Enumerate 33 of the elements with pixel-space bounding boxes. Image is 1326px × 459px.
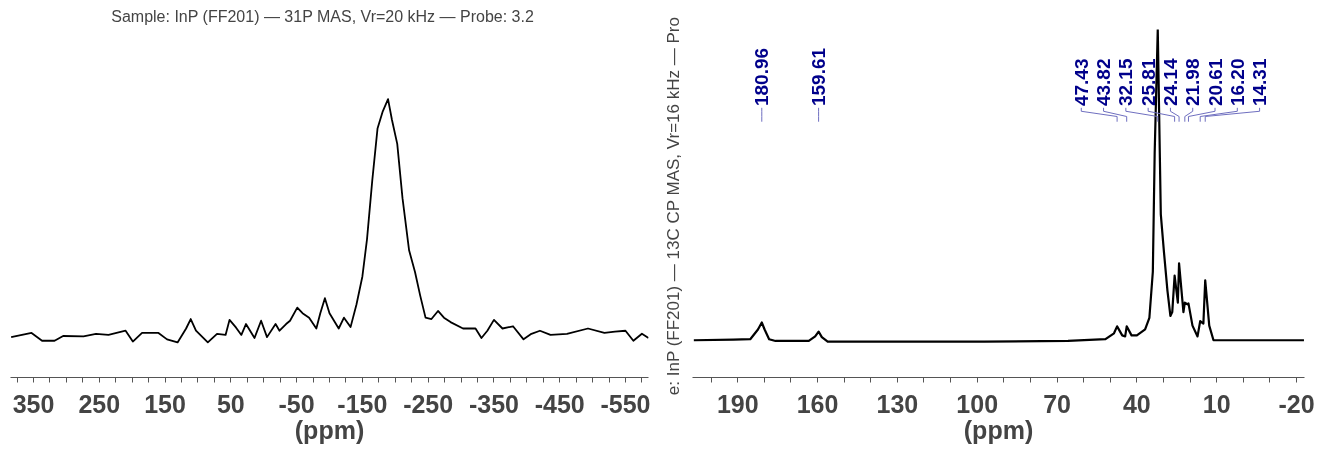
x-tick-label: 150 — [144, 389, 186, 418]
annotation: 20.61 — [1204, 58, 1226, 107]
annotation: 47.43 — [1070, 58, 1092, 107]
x-tick-label: 70 — [1043, 389, 1071, 418]
x-tick-label: -450 — [534, 389, 585, 418]
x-tick-label: -150 — [337, 389, 388, 418]
annotation: 159.61 — [808, 47, 830, 107]
annotation: 43.82 — [1093, 58, 1115, 107]
x-axis-title: (ppm) — [294, 415, 365, 444]
annotation: 24.14 — [1159, 58, 1181, 107]
annotation: 180.96 — [751, 47, 773, 107]
annotation: 21.98 — [1182, 58, 1204, 107]
chart-title: Sample: InP (FF201) — 31P MAS, Vr=20 kHz — Probe: 3.2 — [111, 7, 534, 25]
x-tick-label: -350 — [468, 389, 519, 418]
x-tick-label: -550 — [600, 389, 651, 418]
annotation: 14.31 — [1249, 58, 1271, 107]
annotation: 32.15 — [1115, 58, 1137, 107]
x-tick-label: 100 — [956, 389, 999, 418]
x-axis-title: (ppm) — [963, 415, 1034, 444]
annotation: 25.81 — [1137, 58, 1159, 107]
x-tick-label: 130 — [876, 389, 919, 418]
x-tick-label: 160 — [796, 389, 839, 418]
x-tick-label: 40 — [1122, 389, 1151, 418]
x-tick-label: 10 — [1202, 389, 1231, 418]
y-axis-title: e: InP (FF201) — 13C CP MAS, Vr=16 kHz — Pro — [663, 17, 683, 396]
x-tick-label: -250 — [403, 389, 454, 418]
x-tick-label: -20 — [1278, 389, 1315, 418]
x-tick-label: 190 — [716, 389, 759, 418]
x-tick-label: 50 — [216, 389, 245, 418]
x-tick-label: 250 — [78, 389, 121, 418]
x-tick-label: 350 — [12, 389, 55, 418]
x-tick-label: -50 — [278, 389, 315, 418]
annotation: 16.20 — [1226, 58, 1248, 107]
